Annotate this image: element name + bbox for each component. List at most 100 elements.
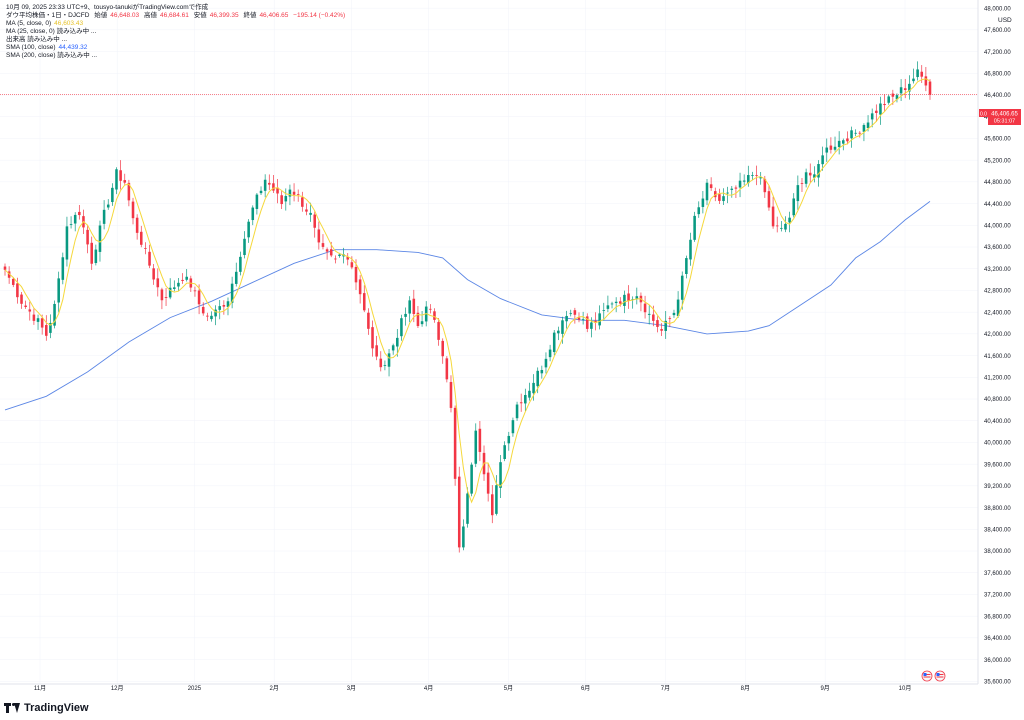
- candle-body: [28, 309, 32, 312]
- candle-body: [767, 191, 771, 208]
- candle-body: [7, 271, 11, 278]
- candle-body: [296, 194, 300, 195]
- candle-body: [148, 251, 151, 266]
- x-tick-label: 4月: [424, 685, 433, 692]
- candle-body: [850, 130, 853, 139]
- candlestick-series: [3, 61, 932, 553]
- candle-body: [280, 195, 283, 205]
- candle-body: [883, 103, 886, 106]
- candle-body: [168, 287, 172, 298]
- low-value: 46,399.35: [209, 12, 239, 19]
- y-tick-label: 40,000.00: [984, 441, 1011, 447]
- price-tag-prefix: 0.0: [980, 112, 987, 118]
- candle-body: [524, 394, 527, 404]
- candle-body: [486, 472, 490, 494]
- candle-body: [495, 485, 498, 514]
- candle-body: [400, 318, 403, 337]
- candle-body: [557, 330, 560, 334]
- candle-body: [693, 215, 696, 240]
- candle-body: [218, 306, 222, 310]
- candle-body: [569, 313, 573, 315]
- indicator-volume[interactable]: 出来高 読み込み中 ...: [6, 36, 348, 44]
- y-tick-label: 42,400.00: [984, 310, 1011, 316]
- indicator-ma25[interactable]: MA (25, close, 0) 読み込み中 ...: [6, 28, 348, 36]
- candle-body: [916, 69, 919, 78]
- candle-body: [718, 194, 721, 201]
- candle-body: [519, 402, 523, 404]
- candle-body: [623, 294, 626, 306]
- candle-body: [821, 155, 824, 165]
- candle-body: [24, 305, 27, 307]
- candle-body: [664, 320, 667, 331]
- tradingview-logo[interactable]: TradingView: [4, 702, 89, 714]
- candle-body: [755, 175, 758, 176]
- candle-body: [813, 174, 816, 178]
- candle-body: [3, 266, 7, 270]
- indicator-label: SMA (100, close): [6, 44, 56, 51]
- close-label: 終値: [243, 12, 257, 19]
- candle-body: [313, 214, 316, 228]
- high-value: 46,684.61: [159, 12, 189, 19]
- candle-body: [730, 188, 734, 190]
- candle-body: [325, 249, 329, 252]
- candle-body: [895, 95, 899, 100]
- indicator-ma5[interactable]: MA (5, close, 0) 46,603.43: [6, 20, 348, 28]
- candle-body: [457, 476, 461, 548]
- candle-body: [247, 221, 250, 238]
- y-tick-label: 38,400.00: [984, 527, 1011, 533]
- candle-body: [862, 125, 866, 132]
- candle-body: [854, 132, 857, 134]
- candle-body: [239, 256, 242, 272]
- y-tick-label: 44,000.00: [984, 223, 1011, 229]
- candle-body: [540, 369, 544, 374]
- candle-body: [775, 225, 779, 227]
- symbol-label[interactable]: ダウ平均株価・1日・DJCFD: [6, 12, 90, 19]
- y-tick-label: 45,200.00: [984, 158, 1011, 164]
- y-tick-label: 37,200.00: [984, 593, 1011, 599]
- y-tick-label: 46,400.00: [984, 93, 1011, 99]
- candle-body: [507, 435, 511, 444]
- candle-body: [387, 353, 391, 367]
- candle-body: [206, 315, 209, 317]
- y-tick-label: 42,000.00: [984, 332, 1011, 338]
- candle-body: [123, 180, 127, 183]
- candle-body: [20, 294, 23, 304]
- candle-body: [672, 312, 676, 316]
- candle-body: [301, 197, 304, 207]
- candle-body: [726, 192, 729, 194]
- candle-body: [747, 175, 750, 184]
- candle-body: [234, 271, 238, 284]
- price-tag-countdown: 05:31:07: [994, 119, 1015, 125]
- indicator-sma100[interactable]: SMA (100, close) 44,439.32: [6, 44, 348, 52]
- y-tick-label: 47,600.00: [984, 28, 1011, 34]
- open-value: 46,648.03: [110, 12, 140, 19]
- candle-body: [924, 76, 928, 86]
- candle-body: [635, 296, 639, 300]
- candle-body: [780, 227, 783, 229]
- candle-body: [358, 279, 362, 295]
- candle-body: [391, 345, 395, 351]
- ma-5-line: [4, 78, 931, 504]
- indicator-value: 46,603.43: [54, 20, 84, 27]
- candle-body: [94, 249, 98, 264]
- low-label: 安値: [193, 12, 207, 19]
- candle-body: [499, 462, 502, 488]
- us-flag-icon[interactable]: [921, 670, 933, 682]
- us-flag-icon[interactable]: [934, 670, 946, 682]
- candle-body: [705, 182, 709, 201]
- y-tick-label: 39,600.00: [984, 462, 1011, 468]
- candle-body: [908, 83, 911, 92]
- candle-body: [404, 313, 407, 317]
- indicator-sma200[interactable]: SMA (200, close) 読み込み中 ...: [6, 52, 348, 60]
- tradingview-logo-icon: [4, 703, 20, 713]
- candle-body: [449, 381, 453, 408]
- chart-legend: 10月 09, 2025 23:33 UTC+9、tousyo-tanukiがT…: [6, 4, 348, 60]
- candle-body: [86, 229, 89, 245]
- candle-body: [115, 169, 118, 190]
- currency-label: USD: [998, 17, 1012, 24]
- candle-body: [131, 201, 135, 219]
- candle-body: [379, 358, 383, 368]
- candle-body: [462, 526, 465, 548]
- candle-body: [437, 322, 440, 340]
